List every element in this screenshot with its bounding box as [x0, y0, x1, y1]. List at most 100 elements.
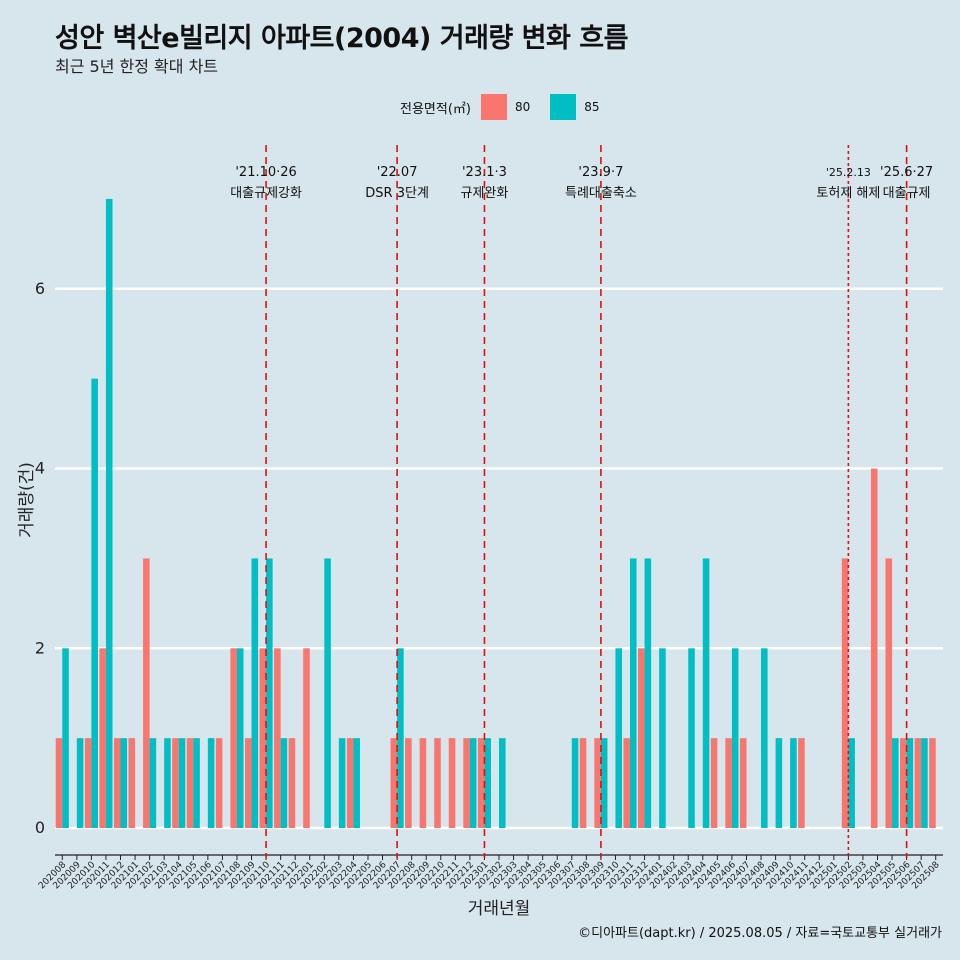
bar-85-202408: [761, 648, 768, 829]
legend-label-85: 85: [584, 100, 600, 114]
bar-80-202012: [113, 738, 121, 829]
y-tick-label-2: 2: [35, 638, 45, 657]
bar-85-202302: [499, 738, 506, 829]
event-name-label-1: DSR 3단계: [365, 186, 429, 201]
bar-80-202112: [288, 738, 296, 829]
bar-80-202506: [900, 738, 907, 829]
bar-85-202301: [484, 738, 491, 829]
bar-85-202207: [397, 648, 404, 829]
bar-85-202103: [164, 738, 171, 829]
bar-80-202312: [638, 648, 645, 829]
bar-85-202111: [280, 738, 288, 829]
bar-80-202204: [346, 738, 354, 829]
bar-85-202307: [571, 738, 579, 829]
bar-80-202309: [594, 738, 601, 829]
event-name-label-3: 특례대출축소: [565, 186, 637, 201]
bar-80-202111: [274, 648, 281, 829]
bar-80-202102: [143, 558, 150, 829]
source-caption: ©디아파트(dapt.kr) / 2025.08.05 / 자료=국토교통부 실…: [578, 926, 942, 941]
bar-85-202505: [892, 738, 899, 829]
legend: 전용면적(㎡) 80 85: [400, 93, 620, 121]
x-axis-title: 거래년월: [468, 899, 531, 919]
bar-80-202104: [172, 738, 179, 829]
bar-80-202411: [798, 738, 805, 829]
bar-85-202401: [659, 648, 666, 829]
event-name-label-0: 대출규제강화: [230, 186, 302, 201]
bar-85-202202: [324, 558, 331, 829]
bar-80-202107: [215, 738, 223, 829]
y-tick-label-4: 4: [35, 459, 45, 478]
event-date-label-2: '23.1·3: [462, 165, 507, 180]
bar-85-202311: [630, 558, 637, 829]
bar-85-202011: [105, 198, 113, 829]
bar-80-202105: [186, 738, 194, 829]
bar-85-202008: [62, 648, 69, 829]
y-tick-label-6: 6: [35, 279, 45, 298]
bar-85-202203: [338, 738, 346, 829]
event-date-label-4: '25.2.13: [826, 166, 871, 179]
bar-80-202108: [230, 648, 237, 829]
bar-85-202403: [688, 648, 695, 829]
bar-85-202109: [251, 558, 259, 829]
y-axis-title: 거래량(건): [17, 462, 37, 538]
bar-85-202410: [790, 738, 797, 829]
bar-80-202010: [84, 738, 92, 829]
event-date-label-5: '25.6·27: [880, 165, 933, 180]
bar-80-202211: [448, 738, 456, 829]
bar-85-202507: [921, 738, 928, 829]
bar-80-202508: [929, 738, 936, 829]
bar-80-202101: [128, 738, 136, 829]
event-date-label-1: '22.07: [377, 165, 418, 180]
bar-85-202105: [193, 738, 200, 829]
event-date-label-0: '21.10·26: [235, 165, 296, 180]
chart-title: 성안 벽산e빌리지 아파트(2004) 거래량 변화 흐름: [55, 23, 628, 54]
bar-80-202201: [303, 648, 310, 829]
legend-swatch-80: [480, 94, 507, 120]
bar-85-202110: [266, 558, 273, 829]
bar-80-202011: [99, 648, 106, 829]
bar-80-202406: [725, 738, 732, 829]
bar-80-202207: [390, 738, 398, 829]
bar-80-202311: [623, 738, 631, 829]
bar-85-202204: [353, 738, 360, 829]
bar-85-202102: [149, 738, 157, 829]
bar-80-202507: [914, 738, 922, 829]
bar-85-202312: [644, 558, 652, 829]
legend-swatch-85: [550, 94, 577, 120]
event-date-label-3: '23.9·7: [578, 165, 623, 180]
bar-80-202208: [405, 738, 412, 829]
bar-85-202506: [906, 738, 914, 829]
bar-80-202308: [579, 738, 587, 829]
legend-label-80: 80: [514, 100, 531, 114]
bar-80-202109: [244, 738, 252, 829]
event-name-label-2: 규제완화: [461, 186, 509, 201]
bar-85-202502: [848, 738, 855, 829]
bar-80-202212: [463, 738, 470, 829]
bar-85-202108: [236, 648, 244, 829]
y-tick-label-0: 0: [35, 818, 45, 837]
bar-80-202210: [434, 738, 441, 829]
bar-80-202505: [885, 558, 893, 829]
bar-85-202009: [76, 738, 84, 829]
bar-85-202310: [615, 648, 623, 829]
bar-85-202104: [178, 738, 186, 829]
bar-85-202012: [120, 738, 128, 829]
bar-85-202212: [469, 738, 477, 829]
bar-80-202110: [259, 648, 267, 829]
bar-80-202407: [739, 738, 747, 829]
bar-80-202405: [710, 738, 718, 829]
bar-85-202404: [702, 558, 710, 829]
bar-80-202502: [841, 558, 849, 829]
bar-85-202406: [731, 648, 739, 829]
event-name-label-4: 토허제 해제: [816, 186, 880, 201]
legend-title: 전용면적(㎡): [400, 101, 471, 117]
bar-85-202409: [775, 738, 783, 829]
bar-80-202301: [477, 738, 485, 829]
bar-85-202106: [207, 738, 215, 829]
event-name-label-5: 대출규제: [883, 186, 931, 201]
chart-subtitle: 최근 5년 한정 확대 차트: [55, 57, 219, 76]
bar-85-202010: [91, 378, 98, 829]
bar-80-202504: [870, 468, 878, 829]
bar-80-202008: [55, 738, 63, 829]
